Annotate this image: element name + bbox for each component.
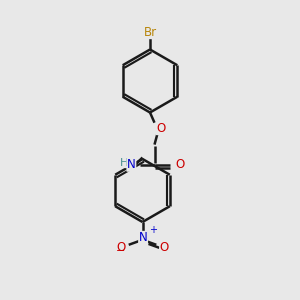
- Text: Br: Br: [143, 26, 157, 39]
- Text: N: N: [139, 231, 148, 244]
- Text: O: O: [160, 241, 169, 254]
- Text: +: +: [149, 225, 157, 235]
- Text: O: O: [176, 158, 184, 171]
- Text: H: H: [120, 158, 129, 168]
- Text: −: −: [116, 246, 125, 256]
- Text: N: N: [127, 158, 136, 171]
- Text: O: O: [157, 122, 166, 135]
- Text: O: O: [116, 241, 125, 254]
